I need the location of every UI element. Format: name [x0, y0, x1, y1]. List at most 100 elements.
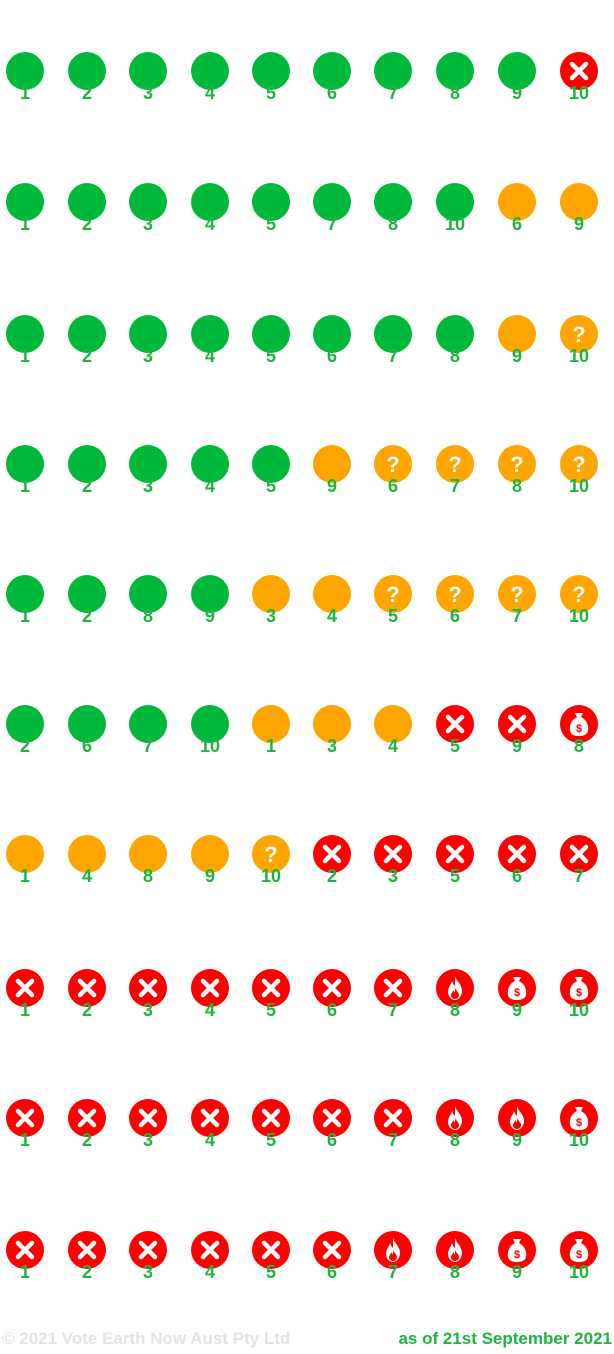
scorecard-cell: 6 [487, 183, 547, 243]
scorecard-row: 1 2 3 4 5 7 8 10 6 9 [0, 183, 614, 243]
x-icon [313, 969, 351, 1007]
fire-icon [374, 1231, 412, 1269]
scorecard-cell: 6 [487, 835, 547, 895]
orange-dot [313, 445, 351, 483]
question-icon: ? [252, 835, 290, 873]
scorecard-cell: $10 [549, 969, 609, 1029]
item-number: 7 [387, 346, 398, 366]
orange-dot [129, 835, 167, 873]
svg-text:?: ? [572, 452, 585, 477]
item-number: 1 [19, 214, 30, 234]
x-icon [313, 1231, 351, 1269]
item-number: 6 [511, 866, 522, 886]
green-dot [313, 52, 351, 90]
fire-icon [436, 969, 474, 1007]
scorecard-cell: $10 [549, 1099, 609, 1159]
green-dot [498, 52, 536, 90]
item-number: 9 [326, 476, 337, 496]
scorecard-cell: 6 [302, 1231, 362, 1291]
svg-text:$: $ [576, 987, 582, 999]
item-number: 8 [449, 83, 460, 103]
green-dot [6, 445, 44, 483]
green-dot [6, 575, 44, 613]
scorecard-row: 2 6 7 10 1 3 4 5 9 $8 [0, 705, 614, 765]
scorecard-cell: ? 6 [425, 575, 485, 635]
scorecard-cell: 4 [180, 52, 240, 112]
scorecard-cell: 4 [180, 1099, 240, 1159]
green-dot [191, 705, 229, 743]
item-number: 6 [326, 83, 337, 103]
scorecard-cell: 2 [57, 1231, 117, 1291]
item-number: 8 [142, 866, 153, 886]
item-number: 2 [19, 736, 30, 756]
scorecard-cell: 3 [118, 52, 178, 112]
scorecard-cell: 2 [0, 705, 55, 765]
scorecard-cell: 7 [363, 1099, 423, 1159]
item-number: 4 [387, 736, 398, 756]
green-dot [6, 315, 44, 353]
item-number: 8 [511, 476, 522, 496]
item-number: 3 [142, 1130, 153, 1150]
scorecard-cell: 5 [241, 1231, 301, 1291]
scorecard-cell: 4 [363, 705, 423, 765]
fire-icon [498, 1099, 536, 1137]
green-dot [68, 52, 106, 90]
item-number: 5 [265, 1262, 276, 1282]
item-number: 7 [387, 1000, 398, 1020]
green-dot [6, 52, 44, 90]
svg-text:$: $ [514, 1249, 520, 1261]
svg-text:?: ? [448, 582, 461, 607]
scorecard-cell: 3 [241, 575, 301, 635]
green-dot [68, 445, 106, 483]
scorecard-cell: 5 [425, 835, 485, 895]
green-dot [374, 315, 412, 353]
item-number: 5 [265, 1000, 276, 1020]
x-icon [313, 835, 351, 873]
scorecard-cell: 7 [363, 315, 423, 375]
scorecard-cell: 10 [425, 183, 485, 243]
scorecard-cell: 7 [549, 835, 609, 895]
scorecard-cell: 6 [302, 969, 362, 1029]
scorecard-cell: ? 6 [363, 445, 423, 505]
item-number: 4 [204, 214, 215, 234]
orange-dot [68, 835, 106, 873]
scorecard-cell: 2 [57, 183, 117, 243]
scorecard-cell: ? 7 [425, 445, 485, 505]
scorecard-cell: 9 [487, 52, 547, 112]
orange-dot [560, 183, 598, 221]
item-number: 2 [81, 1000, 92, 1020]
money-bag-icon: $ [560, 1231, 598, 1269]
item-number: 9 [511, 1262, 522, 1282]
x-icon [560, 52, 598, 90]
scorecard-cell: 9 [549, 183, 609, 243]
item-number: 2 [81, 1262, 92, 1282]
item-number: 9 [511, 1130, 522, 1150]
x-icon [313, 1099, 351, 1137]
scorecard-cell: 6 [302, 52, 362, 112]
svg-text:?: ? [264, 842, 277, 867]
orange-dot [252, 575, 290, 613]
scorecard-cell: 2 [57, 1099, 117, 1159]
scorecard-cell: 8 [425, 315, 485, 375]
scorecard-cell: 3 [118, 1231, 178, 1291]
question-icon: ? [498, 575, 536, 613]
scorecard-cell: 2 [302, 835, 362, 895]
question-icon: ? [374, 575, 412, 613]
question-icon: ? [560, 575, 598, 613]
item-number: 10 [199, 736, 221, 756]
orange-dot [313, 575, 351, 613]
svg-text:$: $ [514, 987, 520, 999]
scorecard-cell: 5 [241, 445, 301, 505]
orange-dot [191, 835, 229, 873]
item-number: 1 [19, 83, 30, 103]
green-dot [129, 315, 167, 353]
item-number: 2 [326, 866, 337, 886]
orange-dot [498, 183, 536, 221]
item-number: 3 [326, 736, 337, 756]
x-icon [374, 1099, 412, 1137]
item-number: 6 [449, 606, 460, 626]
scorecard-cell: 9 [180, 575, 240, 635]
green-dot [191, 445, 229, 483]
scorecard-cell: ? 7 [487, 575, 547, 635]
fire-icon [436, 1231, 474, 1269]
